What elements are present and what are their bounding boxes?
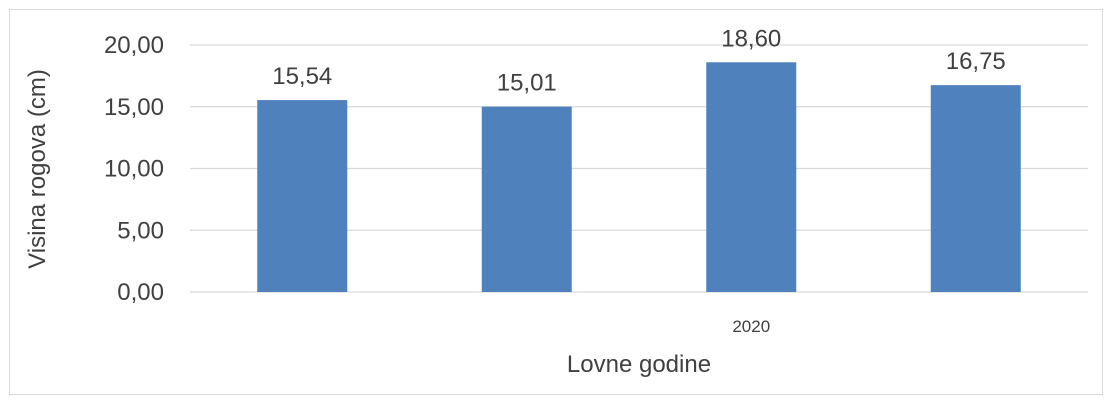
y-tick-label: 20,00 — [104, 32, 164, 59]
bar — [706, 62, 797, 292]
y-axis-ticks: 0,00 5,00 10,00 15,00 20,00 — [104, 32, 164, 306]
data-label: 15,54 — [272, 63, 332, 90]
bar — [930, 85, 1021, 292]
bar — [257, 100, 348, 293]
data-label: 18,60 — [721, 25, 781, 52]
data-label: 15,01 — [497, 70, 557, 97]
data-labels: 15,54 15,01 18,60 16,75 — [272, 25, 1006, 96]
data-label: 16,75 — [946, 48, 1006, 75]
y-tick-label: 0,00 — [117, 279, 164, 306]
x-tick-label: 2020 — [732, 317, 770, 336]
y-tick-label: 15,00 — [104, 94, 164, 121]
y-axis-title: Visina rogova (cm) — [24, 69, 51, 269]
bar — [481, 106, 572, 293]
bars — [257, 62, 1021, 293]
y-tick-label: 10,00 — [104, 156, 164, 183]
x-axis-ticks: 2020 — [732, 317, 770, 336]
x-axis-title: Lovne godine — [567, 351, 711, 378]
y-tick-label: 5,00 — [117, 217, 164, 244]
